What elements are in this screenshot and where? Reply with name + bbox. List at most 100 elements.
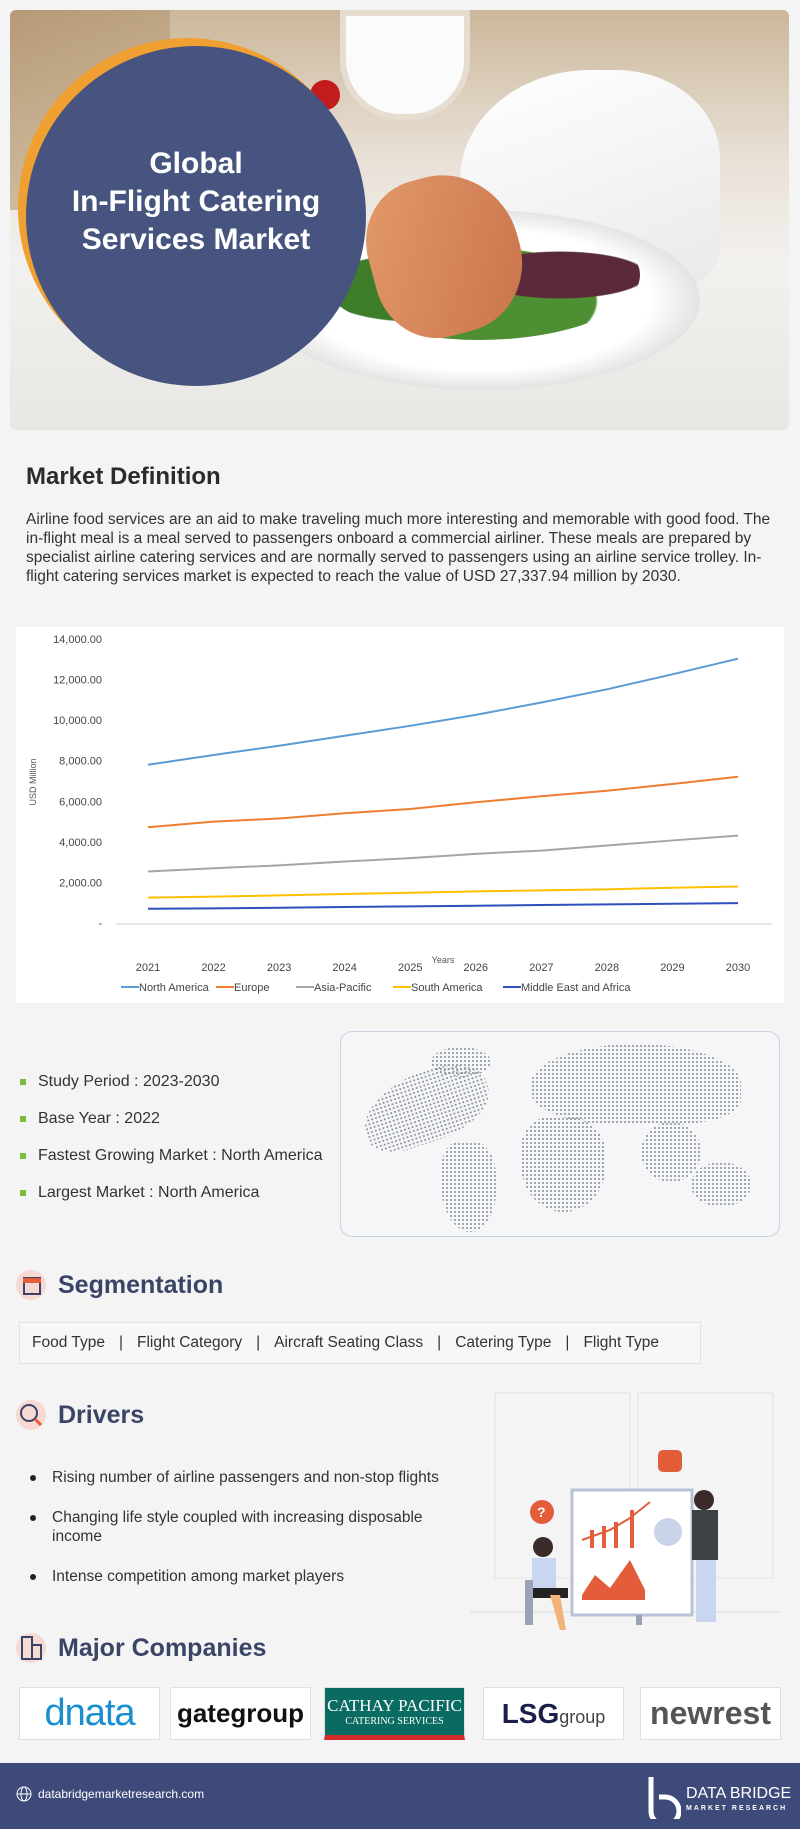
line-chart: - 2,000.00 4,000.00 6,000.00 8,000.00 10,000.…	[28, 634, 772, 994]
info-item: Study Period : 2023-2030	[20, 1063, 323, 1100]
logo-cathay-pacific: CATHAY PACIFIC CATERING SERVICES	[324, 1687, 465, 1740]
presentation-illustration: ?	[470, 1392, 780, 1630]
info-text: Fastest Growing Market : North America	[38, 1146, 323, 1164]
info-item: Base Year : 2022	[20, 1100, 323, 1137]
y-tick-label: 12,000.00	[53, 675, 102, 687]
legend-label: North America	[139, 982, 210, 994]
info-item: Fastest Growing Market : North America	[20, 1137, 323, 1174]
logo-text: CATHAY PACIFIC	[327, 1696, 462, 1715]
logo-text: newrest	[650, 1695, 771, 1731]
brand-subtitle: MARKET RESEARCH	[686, 1805, 788, 1812]
footer: databridgemarketresearch.com DATA BRIDGE…	[0, 1763, 800, 1829]
legend-label: Europe	[234, 982, 269, 994]
y-tick-label: 6,000.00	[59, 796, 102, 808]
x-tick-label: 2025	[398, 962, 422, 974]
driver-item: Intense competition among market players	[26, 1567, 446, 1586]
y-tick-label: 8,000.00	[59, 756, 102, 768]
drivers-list: Rising number of airline passengers and …	[26, 1468, 446, 1607]
y-axis-label: USD Million	[28, 758, 38, 805]
x-tick-label: 2028	[595, 962, 619, 974]
segment-item: Flight Category	[137, 1334, 243, 1351]
separator: |	[437, 1334, 442, 1351]
airplane-window	[340, 10, 470, 120]
info-list: Study Period : 2023-2030 Base Year : 202…	[20, 1063, 323, 1211]
segment-item: Food Type	[32, 1334, 105, 1351]
hero-title: Global In-Flight Catering Services Marke…	[26, 145, 366, 259]
y-tick-label: -	[98, 918, 102, 930]
bullet-icon	[20, 1152, 26, 1159]
title-line: In-Flight Catering	[71, 185, 321, 218]
section-title: Drivers	[58, 1400, 145, 1429]
x-axis-label: Years	[432, 955, 455, 965]
logo-text: gategroup	[176, 1698, 305, 1728]
driver-text: Intense competition among market players	[52, 1568, 345, 1585]
major-companies-heading: Major Companies	[16, 1633, 266, 1663]
segment-item: Flight Type	[583, 1334, 659, 1351]
segmentation-list: Food Type | Flight Category | Aircraft Sea…	[19, 1322, 701, 1364]
info-item: Largest Market : North America	[20, 1174, 323, 1211]
drivers-heading: Drivers	[16, 1400, 144, 1430]
driver-item: Rising number of airline passengers and …	[26, 1468, 446, 1487]
series-line	[147, 657, 739, 766]
bullet-icon	[20, 1115, 26, 1122]
logo-newrest: newrest	[640, 1687, 781, 1740]
world-map	[340, 1031, 780, 1237]
separator: |	[565, 1334, 570, 1351]
logo-dnata: dnata	[19, 1687, 160, 1740]
x-tick-label: 2023	[267, 962, 291, 974]
info-text: Base Year : 2022	[38, 1109, 160, 1127]
separator: |	[118, 1334, 123, 1351]
segment-item: Catering Type	[455, 1334, 552, 1351]
legend-label: South America	[411, 982, 483, 994]
series-line	[147, 902, 739, 910]
magnifier-chart-icon	[16, 1400, 46, 1430]
y-tick-label: 2,000.00	[59, 877, 102, 889]
title-line: Global	[149, 147, 243, 180]
series-line	[147, 775, 739, 829]
legend-label: Middle East and Africa	[521, 982, 631, 994]
data-bridge-logo-icon	[645, 1775, 682, 1828]
website-link[interactable]: databridgemarketresearch.com	[38, 1787, 205, 1801]
bullet-icon	[30, 1475, 36, 1481]
bullet-icon	[30, 1515, 36, 1521]
separator: |	[256, 1334, 261, 1351]
segment-item: Aircraft Seating Class	[274, 1334, 424, 1351]
series-line	[147, 885, 739, 899]
y-tick-label: 10,000.00	[53, 715, 102, 727]
logo-lsg-group: LSG group	[483, 1687, 624, 1740]
y-tick-label: 4,000.00	[59, 837, 102, 849]
x-tick-label: 2027	[529, 962, 553, 974]
title-line: Services Market	[81, 223, 311, 256]
info-text: Largest Market : North America	[38, 1183, 260, 1201]
building-icon	[16, 1633, 46, 1663]
chart-panel	[16, 627, 784, 1003]
bullet-icon	[20, 1078, 26, 1085]
market-definition-text: Airline food services are an aid to make…	[26, 511, 771, 585]
series-line	[147, 834, 739, 873]
x-tick-label: 2029	[660, 962, 684, 974]
x-tick-label: 2022	[201, 962, 225, 974]
y-tick-label: 14,000.00	[53, 634, 102, 646]
bullet-icon	[20, 1189, 26, 1196]
bullet-icon	[30, 1574, 36, 1580]
driver-text: Rising number of airline passengers and …	[52, 1469, 439, 1486]
logo-text: CATERING SERVICES	[345, 1716, 444, 1727]
logo-text: group	[559, 1707, 606, 1727]
segmentation-heading: Segmentation	[16, 1270, 223, 1300]
globe-icon	[16, 1786, 32, 1807]
info-text: Study Period : 2023-2030	[38, 1072, 220, 1090]
x-tick-label: 2026	[464, 962, 488, 974]
x-tick-label: 2024	[332, 962, 356, 974]
title-circle	[26, 46, 366, 386]
section-title: Major Companies	[58, 1633, 267, 1662]
market-definition-title: Market Definition	[26, 463, 221, 490]
x-tick-label: 2021	[136, 962, 160, 974]
brand-name: DATA BRIDGE	[686, 1785, 792, 1802]
svg-text:?: ?	[537, 1504, 546, 1520]
section-title: Segmentation	[58, 1270, 224, 1299]
store-icon	[16, 1270, 46, 1300]
logo-text: dnata	[44, 1692, 135, 1734]
x-tick-label: 2030	[726, 962, 750, 974]
driver-item: Changing life style coupled with increas…	[26, 1508, 446, 1546]
logo-gategroup: gategroup	[170, 1687, 311, 1740]
